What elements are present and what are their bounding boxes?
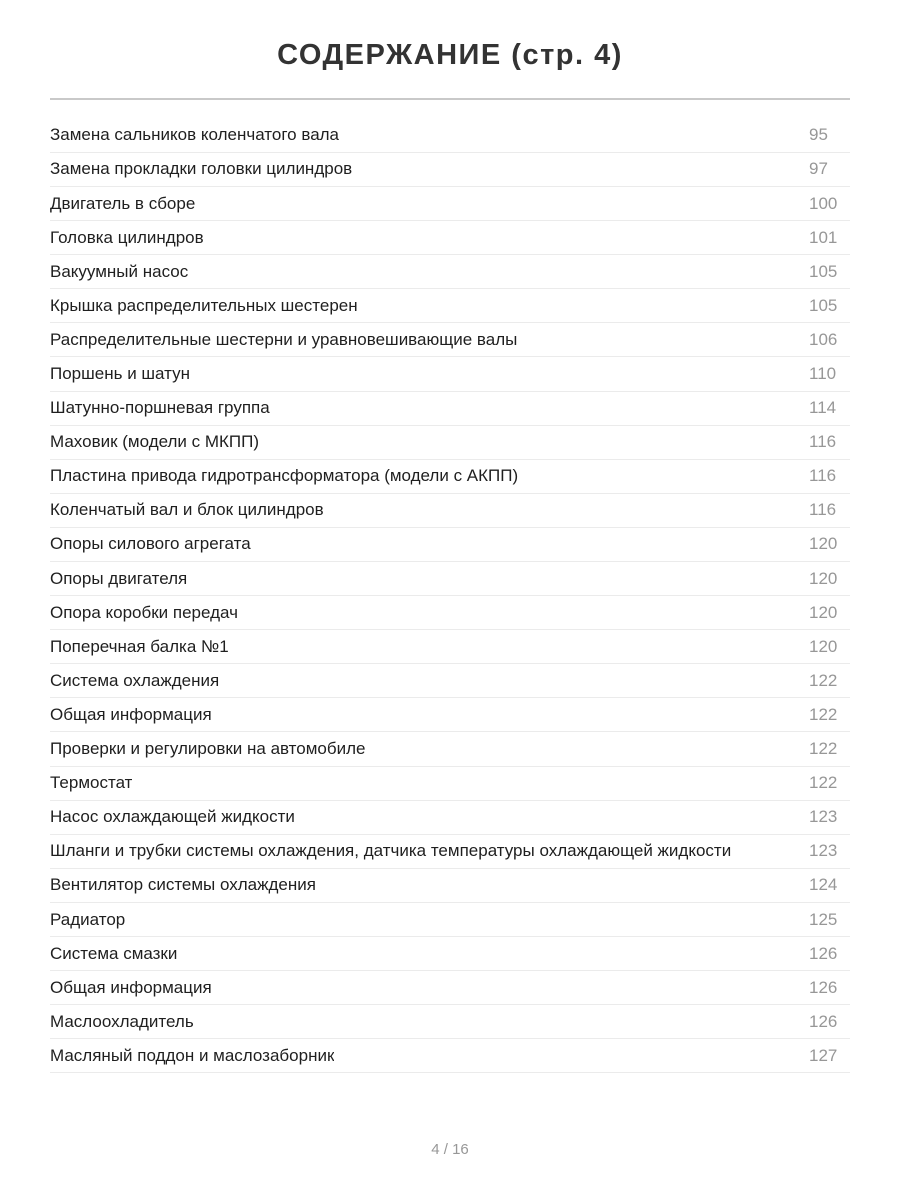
toc-row[interactable]: Пластина привода гидротрансформатора (мо… xyxy=(50,460,850,494)
toc-entry-page: 95 xyxy=(809,125,828,145)
toc-entry-page: 116 xyxy=(809,500,837,520)
toc-row[interactable]: Поршень и шатун 110 xyxy=(50,357,850,392)
toc-row[interactable]: Вентилятор системы охлаждения 124 xyxy=(50,869,850,903)
toc-entry-label: Поперечная балка №1 xyxy=(50,636,229,656)
toc-row[interactable]: Вакуумный насос 105 xyxy=(50,255,850,290)
toc-entry-label: Шланги и трубки системы охлаждения, датч… xyxy=(50,841,732,861)
toc-row[interactable]: Термостат 122 xyxy=(50,767,850,801)
toc-entry-label: Коленчатый вал и блок цилиндров xyxy=(50,500,324,520)
toc-row[interactable]: Опоры силового агрегата 120 xyxy=(50,528,850,563)
toc-entry-label: Головка цилиндров xyxy=(50,227,204,247)
toc-entry-label: Общая информация xyxy=(50,977,212,997)
toc-entry-page: 105 xyxy=(809,261,838,281)
toc-entry-page: 124 xyxy=(809,875,838,895)
toc-row[interactable]: Маслоохладитель 126 xyxy=(50,1005,850,1040)
toc-entry-page: 126 xyxy=(809,943,838,963)
toc-entry-page: 126 xyxy=(809,1011,838,1031)
toc-entry-page: 101 xyxy=(809,227,838,247)
toc-entry-label: Распределительные шестерни и уравновешив… xyxy=(50,329,518,349)
toc-row[interactable]: Маховик (модели с МКПП) 116 xyxy=(50,426,850,460)
toc-row[interactable]: Проверки и регулировки на автомобиле 122 xyxy=(50,732,850,767)
toc-row[interactable]: Система охлаждения 122 xyxy=(50,664,850,699)
toc-entry-label: Термостат xyxy=(50,773,133,793)
toc-entry-label: Опоры двигателя xyxy=(50,568,188,588)
toc-entry-label: Маслоохладитель xyxy=(50,1011,194,1031)
toc-row[interactable]: Общая информация 126 xyxy=(50,971,850,1006)
toc-entry-label: Вакуумный насос xyxy=(50,261,189,281)
toc-entry-label: Маховик (модели с МКПП) xyxy=(50,432,260,452)
toc-entry-page: 120 xyxy=(809,602,838,622)
toc-entry-label: Общая информация xyxy=(50,704,212,724)
toc-entry-label: Замена прокладки головки цилиндров xyxy=(50,159,353,179)
toc-row[interactable]: Замена сальников коленчатого вала 95 xyxy=(50,119,850,153)
toc-entry-label: Масляный поддон и маслозаборник xyxy=(50,1045,335,1065)
toc-entry-page: 120 xyxy=(809,568,838,588)
toc-entry-page: 122 xyxy=(809,670,838,690)
toc-entry-page: 120 xyxy=(809,636,838,656)
toc-entry-label: Двигатель в сборе xyxy=(50,193,196,213)
toc-entry-page: 122 xyxy=(809,739,838,759)
toc-entry-label: Шатунно-поршневая группа xyxy=(50,398,270,418)
toc-entry-page: 105 xyxy=(809,295,838,315)
toc-entry-page: 110 xyxy=(809,364,837,383)
toc-entry-label: Замена сальников коленчатого вала xyxy=(50,125,340,145)
toc-row[interactable]: Шатунно-поршневая группа 114 xyxy=(50,392,850,426)
toc-row[interactable]: Насос охлаждающей жидкости 123 xyxy=(50,801,850,835)
toc-entry-label: Система охлаждения xyxy=(50,670,220,690)
header-divider xyxy=(50,97,850,100)
toc-row[interactable]: Шланги и трубки системы охлаждения, датч… xyxy=(50,835,850,869)
toc-row[interactable]: Масляный поддон и маслозаборник 127 xyxy=(50,1039,850,1074)
toc-entry-label: Вентилятор системы охлаждения xyxy=(50,875,316,895)
toc-entry-page: 127 xyxy=(809,1045,838,1065)
toc-row[interactable]: Двигатель в сборе 100 xyxy=(50,187,850,222)
toc-row[interactable]: Крышка распределительных шестерен 105 xyxy=(50,289,850,324)
toc-row[interactable]: Замена прокладки головки цилиндров 97 xyxy=(50,153,850,187)
toc-entry-label: Поршень и шатун xyxy=(50,364,190,383)
toc-row[interactable]: Головка цилиндров 101 xyxy=(50,221,850,256)
toc-entry-page: 114 xyxy=(809,398,837,418)
toc-entry-label: Крышка распределительных шестерен xyxy=(50,295,358,315)
toc-entry-page: 120 xyxy=(809,534,838,554)
toc-entry-page: 125 xyxy=(809,909,838,929)
toc-entry-page: 123 xyxy=(809,807,838,827)
toc-entry-label: Система смазки xyxy=(50,943,178,963)
page-title: СОДЕРЖАНИЕ (стр. 4) xyxy=(277,39,623,71)
toc-row[interactable]: Опора коробки передач 120 xyxy=(50,596,850,631)
toc-row[interactable]: Опоры двигателя 120 xyxy=(50,562,850,597)
toc-entry-label: Насос охлаждающей жидкости xyxy=(50,807,295,827)
page-indicator: 4 / 16 xyxy=(431,1141,469,1158)
toc-entry-label: Опоры силового агрегата xyxy=(50,534,251,554)
toc-row[interactable]: Распределительные шестерни и уравновешив… xyxy=(50,323,850,358)
toc-entry-page: 122 xyxy=(809,704,838,724)
toc-entry-page: 106 xyxy=(809,329,838,349)
toc-list: Замена сальников коленчатого вала 95 Зам… xyxy=(50,119,850,1074)
toc-entry-label: Опора коробки передач xyxy=(50,602,238,622)
toc-entry-page: 116 xyxy=(809,432,837,452)
toc-row[interactable]: Коленчатый вал и блок цилиндров 116 xyxy=(50,494,850,528)
toc-entry-page: 116 xyxy=(809,466,837,486)
toc-entry-label: Проверки и регулировки на автомобиле xyxy=(50,739,366,759)
toc-entry-page: 126 xyxy=(809,977,838,997)
toc-entry-label: Радиатор xyxy=(50,909,126,929)
toc-row[interactable]: Поперечная балка №1 120 xyxy=(50,630,850,665)
toc-entry-page: 123 xyxy=(809,841,838,861)
toc-entry-page: 100 xyxy=(809,193,838,213)
toc-entry-label: Пластина привода гидротрансформатора (мо… xyxy=(50,466,519,486)
toc-row[interactable]: Система смазки 126 xyxy=(50,937,850,972)
toc-entry-page: 97 xyxy=(809,159,828,179)
toc-row[interactable]: Общая информация 122 xyxy=(50,698,850,733)
toc-row[interactable]: Радиатор 125 xyxy=(50,903,850,938)
toc-entry-page: 122 xyxy=(809,773,838,793)
